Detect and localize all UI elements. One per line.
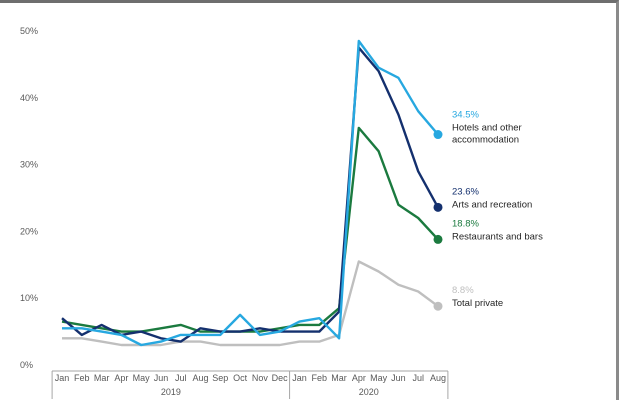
x-tick-label: Mar [331, 373, 347, 383]
series-line [61, 46, 440, 343]
x-tick-label: May [370, 373, 388, 383]
x-tick-label: Sep [212, 373, 228, 383]
series-label: Restaurants and bars [452, 231, 543, 242]
series-label: Arts and recreation [452, 199, 532, 210]
series-end-value: 23.6% [452, 186, 479, 197]
series-line [62, 260, 439, 347]
year-label: 2020 [359, 387, 379, 397]
series-end-marker [433, 202, 443, 212]
x-tick-label: Apr [352, 373, 366, 383]
x-tick-label: Feb [74, 373, 90, 383]
x-tick-label: Jul [175, 373, 187, 383]
x-tick-label: Jan [55, 373, 70, 383]
y-tick-label: 40% [20, 93, 38, 103]
x-tick-label: Jul [412, 373, 424, 383]
series-end-value: 34.5% [452, 110, 479, 121]
series-label: Total private [452, 298, 503, 309]
y-tick-label: 20% [20, 226, 38, 236]
x-tick-label: Jun [154, 373, 169, 383]
x-tick-label: Apr [114, 373, 128, 383]
x-tick-label: Feb [312, 373, 328, 383]
series-line [61, 126, 439, 333]
y-tick-label: 30% [20, 160, 38, 170]
series-label: accommodation [452, 135, 519, 146]
series-line [62, 39, 439, 347]
line-chart: 0%10%20%30%40%50% Jan Feb Mar Apr May Jun Jul A… [20, 26, 543, 399]
x-tick-label: Nov [252, 373, 269, 383]
series-end-marker [433, 234, 443, 244]
series-end-marker [433, 130, 443, 140]
series-lines [61, 39, 443, 347]
x-tick-label: Aug [193, 373, 209, 383]
y-tick-label: 50% [20, 26, 38, 36]
x-tick-label: May [133, 373, 151, 383]
x-tick-label: Jun [391, 373, 406, 383]
x-tick-label: Mar [94, 373, 110, 383]
y-tick-label: 10% [20, 293, 38, 303]
x-axis: Jan Feb Mar Apr May Jun Jul Aug Sep Oct Nov Dec Jan F… [51, 370, 449, 399]
x-tick-label: Aug [430, 373, 446, 383]
y-tick-label: 0% [20, 360, 33, 370]
series-end-value: 18.8% [452, 218, 479, 229]
x-tick-label: Dec [272, 373, 289, 383]
x-tick-label: Jan [292, 373, 307, 383]
series-label: Hotels and other [452, 123, 522, 134]
series-end-value: 8.8% [452, 285, 474, 296]
year-label: 2019 [161, 387, 181, 397]
series-end-marker [433, 301, 443, 311]
y-axis: 0% 10% 20% 30% 40% 50% [20, 26, 38, 370]
x-tick-label: Oct [233, 373, 248, 383]
